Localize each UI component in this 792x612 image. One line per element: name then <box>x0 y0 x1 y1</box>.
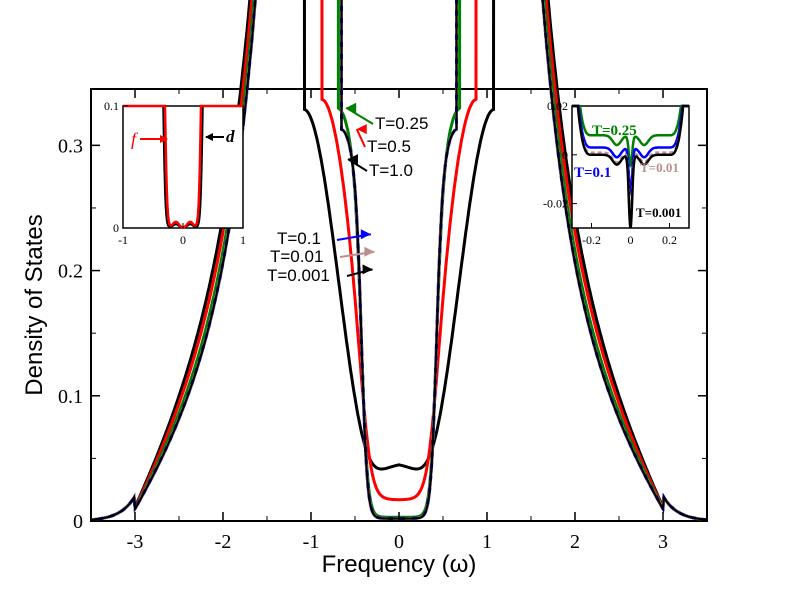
inset-left-x-tick-label: 1 <box>240 233 246 247</box>
annotation-arrow-head <box>364 246 375 257</box>
inset-left-x-tick-label: 0 <box>180 233 186 247</box>
annotation-arrow-head <box>362 264 373 275</box>
annotation-arrow-head <box>346 102 357 113</box>
x-tick-label: 0 <box>394 531 404 553</box>
annotation-label: T=0.25 <box>375 114 428 133</box>
inset-right-curve <box>572 104 689 168</box>
inset-left-y-tick-label: 0 <box>113 221 119 235</box>
series-t-0-5 <box>90 0 708 522</box>
annotation-arrow-head <box>356 124 367 135</box>
inset-right-label-t01: T=0.1 <box>574 165 611 181</box>
series-t-0-1 <box>90 0 708 522</box>
annotation-label: T=0.001 <box>267 266 330 285</box>
inset-left-arrowhead-d <box>205 133 213 141</box>
annotation-label: T=1.0 <box>369 161 413 180</box>
annotation-arrow-head <box>360 229 371 240</box>
inset-right-x-tick-label: 0.2 <box>662 233 677 247</box>
inset-right-label-t001: T=0.01 <box>640 160 679 175</box>
series-t-0-01 <box>90 0 708 522</box>
main-curves <box>90 0 708 522</box>
inset-right-x-tick-label: 0 <box>628 233 634 247</box>
inset-right-y-tick-label: -0.02 <box>543 197 568 211</box>
annotation-label: T=0.01 <box>270 247 323 266</box>
main-ticks: -3 -2 -1 0 1 2 300.10.20.3 <box>58 89 708 553</box>
inset-left-y-tick-label: 0.1 <box>104 99 119 113</box>
x-axis-label: Frequency (ω) <box>322 551 477 578</box>
inset-right-y-tick-label: 0.02 <box>547 99 568 113</box>
inset-left-label-d: d <box>226 127 235 146</box>
inset-right-ticks: -0.2 0 0.2 -0.02 0 0.02 <box>543 99 677 247</box>
annotations: T=0.25 T=0.5 T=1.0 T=0.1T=0.01T=0.001 <box>267 102 428 285</box>
inset-left-ticks: -1 0 100.1 <box>104 99 246 247</box>
inset-right: -0.2 0 0.2 -0.02 0 0.02 T=0.25 T=0.1 T=0.01 T… <box>543 99 690 247</box>
annotation-label: T=0.1 <box>277 229 321 248</box>
inset-right-y-tick-label: 0 <box>562 148 568 162</box>
y-tick-label: 0.3 <box>58 135 83 157</box>
y-tick-label: 0.2 <box>58 261 83 283</box>
inset-right-curve <box>572 105 689 207</box>
series-t-1-0 <box>90 0 708 522</box>
y-tick-label: 0.1 <box>58 386 83 408</box>
inset-left-frame <box>122 105 244 229</box>
x-tick-label: -2 <box>215 531 232 553</box>
annotation-label: T=0.5 <box>367 137 411 156</box>
inset-right-label-t025: T=0.25 <box>592 123 637 139</box>
x-tick-label: -3 <box>127 531 144 553</box>
y-tick-label: 0 <box>73 511 83 533</box>
inset-right-x-tick-label: -0.2 <box>582 233 601 247</box>
y-axis-label: Density of States <box>21 214 48 395</box>
inset-right-curve <box>572 104 689 197</box>
inset-left-arrows <box>140 133 224 143</box>
series-t-0-25 <box>90 0 708 522</box>
annotation-arrow-line <box>355 128 366 148</box>
x-tick-label: -1 <box>303 531 320 553</box>
inset-right-label-t0001: T=0.001 <box>636 205 681 220</box>
inset-left-arrowhead-f <box>160 135 168 143</box>
series-t-0-001 <box>90 0 708 521</box>
annotation-arrow-head <box>347 154 358 165</box>
inset-left-label-f: f <box>131 129 139 149</box>
x-tick-label: 3 <box>658 531 668 553</box>
inset-left-x-tick-label: -1 <box>118 233 128 247</box>
inset-left: -1 0 100.1 f d <box>104 99 246 247</box>
x-tick-label: 2 <box>570 531 580 553</box>
annotation-arrow-line <box>347 158 368 172</box>
x-tick-label: 1 <box>482 531 492 553</box>
annotation-arrow-line <box>345 106 374 125</box>
